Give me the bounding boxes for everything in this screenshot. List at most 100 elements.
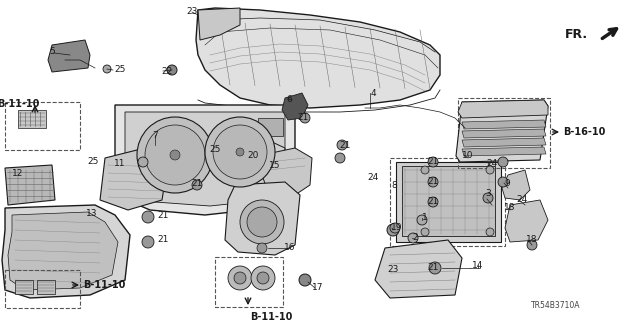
Circle shape (142, 211, 154, 223)
Circle shape (228, 266, 252, 290)
Polygon shape (462, 138, 546, 147)
Polygon shape (125, 112, 285, 206)
Polygon shape (225, 182, 300, 255)
Circle shape (137, 117, 213, 193)
Bar (402, 166, 495, 236)
Text: 20: 20 (247, 150, 259, 159)
Polygon shape (196, 8, 440, 108)
Polygon shape (115, 105, 295, 215)
Polygon shape (458, 100, 548, 118)
Circle shape (408, 233, 418, 243)
Polygon shape (456, 100, 548, 162)
Circle shape (138, 157, 148, 167)
Polygon shape (462, 129, 546, 138)
Bar (37, 280, 55, 294)
Text: 9: 9 (504, 179, 510, 188)
Text: B-11-10: B-11-10 (0, 99, 39, 109)
Circle shape (192, 180, 202, 190)
Circle shape (251, 266, 275, 290)
Text: 12: 12 (12, 169, 24, 178)
Text: 10: 10 (462, 150, 474, 159)
Text: 21: 21 (157, 236, 169, 244)
Circle shape (428, 197, 438, 207)
Text: 17: 17 (312, 284, 324, 292)
Polygon shape (198, 8, 240, 40)
Circle shape (498, 157, 508, 167)
Circle shape (142, 236, 154, 248)
Text: 3: 3 (485, 188, 491, 197)
Text: 8: 8 (391, 180, 397, 189)
Text: 5: 5 (49, 47, 55, 57)
Text: 1: 1 (422, 213, 428, 222)
Bar (215, 257, 283, 307)
Circle shape (390, 223, 400, 233)
Circle shape (103, 65, 111, 73)
Bar (15, 280, 33, 294)
Polygon shape (462, 147, 546, 156)
Polygon shape (5, 165, 55, 205)
Text: 21: 21 (428, 157, 438, 166)
Text: 24: 24 (367, 173, 379, 182)
Polygon shape (505, 200, 548, 242)
Text: 24: 24 (516, 196, 527, 204)
Text: 4: 4 (370, 89, 376, 98)
Text: 2: 2 (412, 234, 418, 243)
Circle shape (421, 166, 429, 174)
Text: 24: 24 (486, 158, 498, 167)
Circle shape (213, 125, 267, 179)
Text: 11: 11 (115, 158, 125, 167)
Polygon shape (375, 240, 462, 298)
Circle shape (337, 140, 347, 150)
Text: 19: 19 (391, 223, 403, 233)
Bar (5, 270, 80, 308)
Text: 21: 21 (339, 140, 351, 149)
Text: 13: 13 (86, 209, 98, 218)
Circle shape (387, 224, 399, 236)
Bar (390, 158, 505, 246)
Bar (258, 118, 283, 136)
Circle shape (234, 272, 246, 284)
Circle shape (205, 117, 275, 187)
Circle shape (498, 177, 508, 187)
Polygon shape (100, 148, 168, 210)
Text: 16: 16 (284, 244, 296, 252)
Text: 25: 25 (209, 146, 221, 155)
Text: B-16-10: B-16-10 (563, 127, 605, 137)
Circle shape (300, 113, 310, 123)
Text: 21: 21 (428, 197, 438, 206)
Bar (122, 165, 140, 190)
Text: TR54B3710A: TR54B3710A (531, 301, 580, 310)
Circle shape (527, 240, 537, 250)
Text: 6: 6 (286, 95, 292, 105)
Polygon shape (282, 93, 308, 120)
Text: 18: 18 (526, 236, 538, 244)
Circle shape (145, 125, 205, 185)
Circle shape (247, 207, 277, 237)
Polygon shape (245, 142, 285, 175)
Circle shape (486, 228, 494, 236)
Text: 21: 21 (191, 179, 203, 188)
Polygon shape (262, 148, 312, 195)
Text: B-11-10: B-11-10 (83, 280, 125, 290)
Circle shape (428, 157, 438, 167)
Circle shape (335, 153, 345, 163)
Polygon shape (2, 205, 130, 298)
Text: 21: 21 (298, 114, 308, 123)
Text: 14: 14 (472, 260, 484, 269)
Bar (18, 110, 46, 128)
Text: 23: 23 (387, 266, 399, 275)
Text: B-11-10: B-11-10 (250, 312, 292, 320)
Text: 21: 21 (428, 263, 438, 273)
Bar (396, 162, 501, 242)
Text: 25: 25 (87, 157, 99, 166)
Polygon shape (8, 212, 118, 290)
Circle shape (167, 65, 177, 75)
Circle shape (417, 215, 427, 225)
Circle shape (429, 262, 441, 274)
Text: 22: 22 (161, 67, 173, 76)
Circle shape (236, 148, 244, 156)
Text: 25: 25 (115, 66, 125, 75)
Text: FR.: FR. (565, 28, 588, 42)
Polygon shape (48, 40, 90, 72)
Text: 18: 18 (504, 204, 516, 212)
